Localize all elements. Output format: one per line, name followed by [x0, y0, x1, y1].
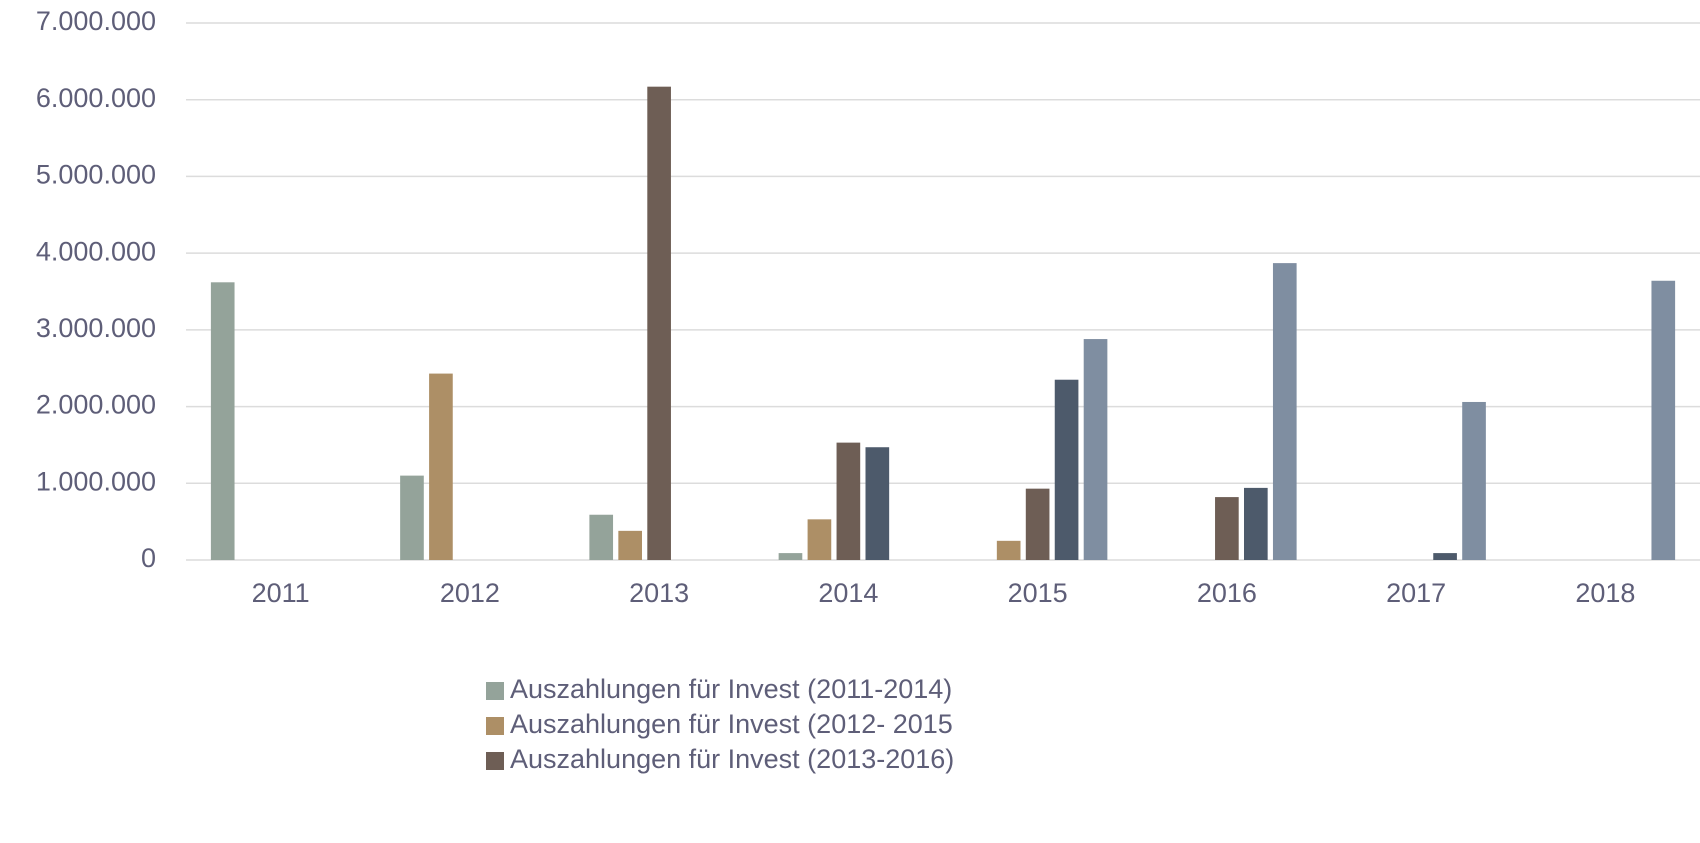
bar — [996, 540, 1021, 560]
bar — [1025, 488, 1050, 560]
bar — [778, 553, 803, 560]
bar — [1272, 263, 1297, 560]
bar — [1433, 553, 1457, 560]
bar — [1215, 497, 1239, 560]
x-tick-label: 2011 — [252, 578, 310, 608]
y-tick-label: 7.000.000 — [36, 6, 156, 36]
y-tick-label: 6.000.000 — [36, 83, 156, 113]
x-tick-label: 2017 — [1386, 578, 1446, 608]
y-tick-label: 3.000.000 — [36, 313, 156, 343]
x-tick-label: 2013 — [629, 578, 689, 608]
bar — [429, 373, 453, 560]
y-tick-label: 2.000.000 — [36, 390, 156, 420]
legend-label: Auszahlungen für Invest (2013-2016) — [510, 744, 954, 774]
legend-label: Auszahlungen für Invest (2012- 2015 — [510, 709, 953, 739]
bar — [400, 475, 424, 560]
x-tick-label: 2012 — [440, 578, 500, 608]
legend-swatch — [486, 682, 504, 700]
bar — [1083, 339, 1108, 560]
legend-swatch — [486, 752, 504, 770]
bar — [1651, 280, 1676, 560]
bar — [865, 447, 890, 560]
y-tick-label: 0 — [141, 543, 156, 573]
bar — [836, 442, 861, 560]
bar — [647, 86, 671, 561]
x-tick-label: 2018 — [1575, 578, 1635, 608]
bar — [1244, 487, 1268, 560]
x-tick-label: 2016 — [1197, 578, 1257, 608]
legend-label: Auszahlungen für Invest (2011-2014) — [510, 674, 952, 704]
bar — [618, 530, 642, 560]
bar — [807, 519, 832, 560]
y-tick-label: 5.000.000 — [36, 160, 156, 190]
legend-swatch — [486, 717, 504, 735]
x-tick-label: 2015 — [1008, 578, 1068, 608]
bar — [1054, 379, 1079, 560]
bar — [589, 514, 614, 560]
y-tick-label: 1.000.000 — [36, 466, 156, 496]
x-tick-label: 2014 — [818, 578, 878, 608]
bar — [210, 282, 235, 560]
bar — [1462, 401, 1486, 560]
y-tick-label: 4.000.000 — [36, 236, 156, 266]
